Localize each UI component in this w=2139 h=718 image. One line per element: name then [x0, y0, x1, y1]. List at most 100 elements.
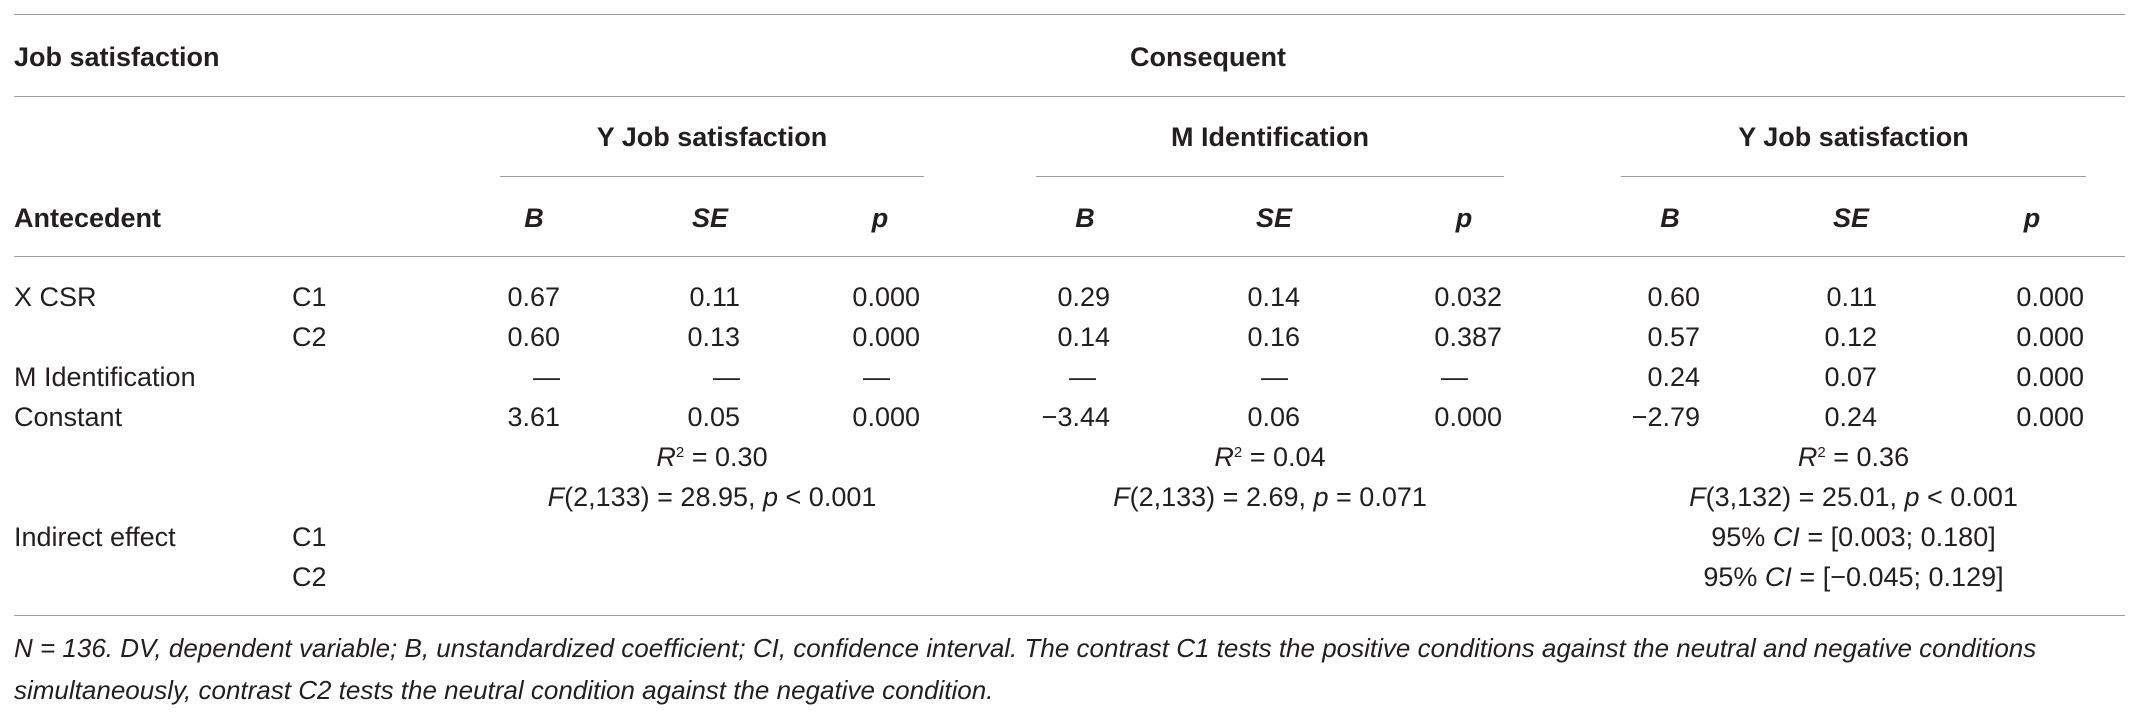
f-args: (2,133) = 2.69,	[1129, 482, 1314, 512]
f-stat-3: F(3,132) = 25.01, p < 0.001	[1621, 481, 2086, 513]
r-squared-1: R2 = 0.30	[500, 441, 924, 473]
cell-constant-se1: 0.05	[687, 402, 740, 432]
header-bottom-rule	[14, 256, 2125, 257]
cell-constant-p1: 0.000	[852, 402, 920, 432]
r-exponent: 2	[1233, 444, 1243, 461]
r-exponent: 2	[675, 444, 685, 461]
group-label-y2: Y Job satisfaction	[1738, 122, 1969, 152]
ci-c2: 95% CI = [−0.045; 0.129]	[1621, 561, 2086, 593]
top-rule	[14, 14, 2125, 15]
cell-xcsr-c1-p2: 0.032	[1434, 282, 1502, 312]
cell-mident-p1: —	[863, 362, 890, 392]
stat-header-b-1: B	[524, 203, 544, 233]
cell-xcsr-c1-b1: 0.67	[507, 282, 560, 312]
cell-mident-se2: —	[1261, 362, 1288, 392]
stat-header-p-2: p	[1455, 203, 1473, 233]
cell-xcsr-c1-p3: 0.000	[2016, 282, 2084, 312]
cell-constant-se3: 0.24	[1824, 402, 1877, 432]
consequent-label: Consequent	[1129, 42, 1286, 72]
p-symbol: p	[763, 482, 779, 512]
cell-xcsr-c1-se2: 0.14	[1247, 282, 1300, 312]
cell-mident-se1: —	[713, 362, 740, 392]
indirect-contrast-c1: C1	[292, 522, 327, 552]
p-value: < 0.001	[1919, 482, 2018, 512]
ci-c1: 95% CI = [0.003; 0.180]	[1621, 521, 2086, 553]
ci-symbol: CI	[1764, 562, 1792, 592]
f-stat-2: F(2,133) = 2.69, p = 0.071	[1036, 481, 1504, 513]
row-label-m-identification: M Identification	[14, 362, 196, 392]
group2-underline	[1036, 176, 1504, 177]
row-label-indirect-effect: Indirect effect	[14, 522, 176, 552]
cell-xcsr-c2-se3: 0.12	[1824, 322, 1877, 352]
p-symbol: p	[1904, 482, 1920, 512]
ci-value: = [−0.045; 0.129]	[1791, 562, 2004, 592]
r-squared-value: = 0.30	[691, 442, 768, 472]
row-label-constant: Constant	[14, 402, 123, 432]
cell-xcsr-c2-b2: 0.14	[1057, 322, 1110, 352]
cell-mident-b3: 0.24	[1647, 362, 1700, 392]
cell-mident-p3: 0.000	[2016, 362, 2084, 392]
stat-header-b-3: B	[1660, 203, 1680, 233]
bottom-rule	[14, 615, 2125, 616]
cell-xcsr-c2-p2: 0.387	[1434, 322, 1502, 352]
p-value: = 0.071	[1328, 482, 1427, 512]
f-symbol: F	[1689, 482, 1706, 512]
p-symbol: p	[1313, 482, 1329, 512]
group-label-m: M Identification	[1171, 122, 1369, 152]
cell-constant-b3: −2.79	[1631, 402, 1700, 432]
cell-xcsr-c1-b3: 0.60	[1647, 282, 1700, 312]
f-symbol: F	[547, 482, 565, 512]
cell-xcsr-c2-p1: 0.000	[852, 322, 920, 352]
cell-xcsr-c1-b2: 0.29	[1057, 282, 1110, 312]
cell-mident-p2: —	[1441, 362, 1468, 392]
stat-header-se-2: SE	[1255, 203, 1293, 233]
f-symbol: F	[1113, 482, 1130, 512]
cell-constant-se2: 0.06	[1247, 402, 1300, 432]
cell-constant-p2: 0.000	[1434, 402, 1502, 432]
cell-xcsr-c2-b3: 0.57	[1647, 322, 1700, 352]
ci-prefix: 95%	[1703, 562, 1765, 592]
stat-header-p-3: p	[2023, 203, 2041, 233]
group-label-y1: Y Job satisfaction	[596, 122, 828, 152]
ci-prefix: 95%	[1711, 522, 1773, 552]
cell-constant-b2: −3.44	[1041, 402, 1110, 432]
ci-symbol: CI	[1772, 522, 1800, 552]
contrast-label-c2: C2	[292, 322, 327, 352]
f-stat-1: F(2,133) = 28.95, p < 0.001	[500, 481, 924, 513]
stat-header-se-3: SE	[1832, 203, 1870, 233]
corner-label: Job satisfaction	[14, 42, 220, 72]
cell-xcsr-c2-se2: 0.16	[1247, 322, 1300, 352]
cell-mident-b2: —	[1069, 362, 1096, 392]
contrast-label-c1: C1	[292, 282, 327, 312]
cell-mident-se3: 0.07	[1824, 362, 1877, 392]
cell-constant-p3: 0.000	[2016, 402, 2084, 432]
r-squared-value: = 0.36	[1833, 442, 1910, 472]
r-squared-3: R2 = 0.36	[1621, 441, 2086, 473]
stat-header-b-2: B	[1075, 203, 1095, 233]
r-symbol: R	[656, 442, 676, 472]
cell-xcsr-c2-b1: 0.60	[507, 322, 560, 352]
p-value: < 0.001	[778, 482, 877, 512]
group3-underline	[1621, 176, 2086, 177]
row-label-xcsr: X CSR	[14, 282, 97, 312]
r-squared-value: = 0.04	[1249, 442, 1326, 472]
cell-xcsr-c1-se3: 0.11	[1826, 282, 1877, 312]
cell-mident-b1: —	[533, 362, 560, 392]
r-squared-2: R2 = 0.04	[1036, 441, 1504, 473]
group1-underline	[500, 176, 924, 177]
r-symbol: R	[1214, 442, 1234, 472]
stat-header-se-1: SE	[691, 203, 729, 233]
r-symbol: R	[1797, 442, 1818, 472]
cell-xcsr-c2-se1: 0.13	[687, 322, 740, 352]
indirect-contrast-c2: C2	[292, 562, 327, 592]
antecedent-label: Antecedent	[14, 203, 162, 233]
cell-xcsr-c2-p3: 0.000	[2016, 322, 2084, 352]
f-args: (2,133) = 28.95,	[564, 482, 763, 512]
stat-header-p-1: p	[871, 203, 889, 233]
f-args: (3,132) = 25.01,	[1705, 482, 1905, 512]
cell-constant-b1: 3.61	[507, 402, 560, 432]
cell-xcsr-c1-se1: 0.11	[689, 282, 740, 312]
consequent-rule	[14, 96, 2125, 97]
ci-value: = [0.003; 0.180]	[1799, 522, 1996, 552]
